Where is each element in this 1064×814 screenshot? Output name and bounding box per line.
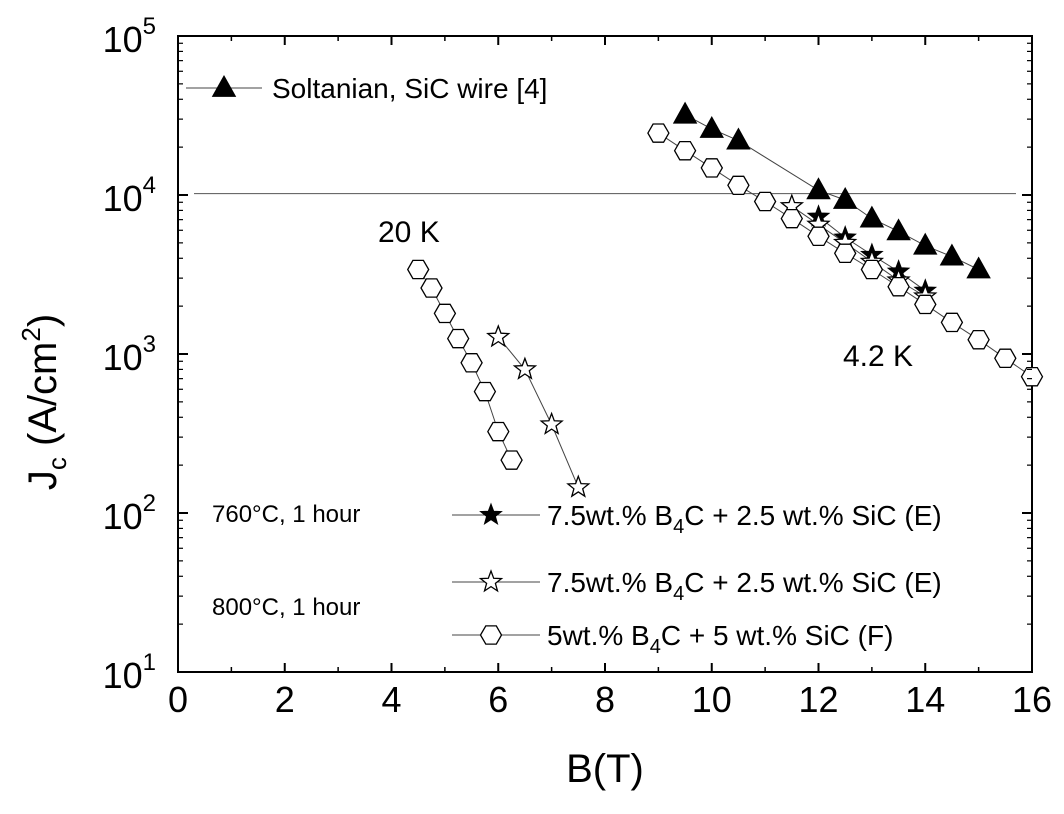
data-point-f800_42K — [673, 140, 697, 161]
series-line-e800_20K — [497, 336, 579, 488]
legend-label: 5wt.% B4C + 5 wt.% SiC (F) — [547, 620, 893, 658]
data-point-f800_20K — [487, 421, 510, 442]
data-point-e800_20K — [539, 411, 564, 435]
series-markers — [406, 101, 1044, 498]
x-tick-label: 4 — [381, 679, 401, 720]
x-tick-label: 8 — [595, 679, 615, 720]
y-tick-label: 101 — [103, 649, 156, 696]
data-point-soltanian — [859, 205, 885, 228]
y-axis-ticks: 101 102 103 104 105 — [103, 13, 1032, 696]
data-point-f800_20K — [460, 353, 483, 373]
annotation-4-2k: 4.2 K — [843, 340, 913, 373]
data-point-f800_20K — [433, 303, 457, 324]
x-tick-label: 10 — [692, 679, 732, 720]
legend-item-e-760c: 7.5wt.% B4C + 2.5 wt.% SiC (E) — [452, 500, 942, 538]
data-point-soltanian — [939, 243, 965, 266]
data-point-soltanian — [806, 177, 831, 200]
x-tick-label: 14 — [905, 679, 945, 720]
x-tick-label: 12 — [798, 679, 838, 720]
data-point-soltanian — [913, 232, 938, 255]
series-f800_42K — [647, 123, 1044, 387]
x-tick-label: 0 — [168, 679, 188, 720]
data-point-f800_42K — [780, 208, 804, 229]
svg-text:Jc (A/cm2): Jc (A/cm2) — [16, 314, 72, 490]
data-point-soltanian — [726, 127, 751, 150]
legend: Soltanian, SiC wire [4] 7.5wt.% B4C + 2.5… — [186, 73, 942, 658]
legend-label: Soltanian, SiC wire [4] — [272, 73, 547, 104]
series-line-soltanian — [684, 114, 979, 270]
data-point-soltanian — [672, 101, 698, 124]
data-point-e800_20K — [512, 356, 538, 380]
data-point-f800_20K — [473, 381, 497, 402]
x-axis-ticks: 0 2 4 6 8 10 12 14 16 — [168, 36, 1052, 720]
data-point-f800_42K — [967, 329, 990, 350]
data-point-f800_42K — [940, 312, 964, 333]
y-tick-label: 103 — [103, 331, 156, 378]
y-axis-title-main: J — [21, 470, 65, 490]
data-point-f800_42K — [914, 294, 937, 315]
data-point-f800_42K — [753, 191, 777, 212]
x-tick-label: 2 — [275, 679, 295, 720]
x-axis-title: B(T) — [566, 747, 644, 791]
annotation-20k: 20 K — [378, 216, 440, 249]
data-point-e800_20K — [486, 324, 511, 348]
data-point-f800_42K — [647, 123, 670, 143]
series-lines — [417, 114, 1033, 488]
data-point-soltanian — [886, 218, 911, 241]
legend-label: 7.5wt.% B4C + 2.5 wt.% SiC (E) — [547, 567, 942, 605]
data-point-f800_42K — [727, 175, 750, 196]
y-tick-label: 102 — [103, 490, 156, 537]
data-point-e800_20K — [566, 474, 591, 498]
y-tick-label: 104 — [103, 172, 156, 219]
legend-item-soltanian: Soltanian, SiC wire [4] — [186, 73, 547, 104]
legend-marker — [479, 625, 503, 645]
y-axis-title-sup: 2 — [16, 327, 46, 341]
data-point-f800_42K — [833, 243, 857, 264]
data-point-f800_42K — [700, 158, 724, 178]
data-point-soltanian — [832, 186, 858, 209]
condition-800c: 800°C, 1 hour — [212, 594, 360, 621]
series-f800_20K — [406, 259, 523, 470]
x-tick-label: 6 — [488, 679, 508, 720]
data-point-f800_42K — [1020, 366, 1044, 387]
data-point-f800_20K — [406, 259, 430, 280]
legend-label: 7.5wt.% B4C + 2.5 wt.% SiC (E) — [547, 500, 942, 538]
data-point-f800_20K — [500, 450, 523, 470]
series-e800_20K — [486, 324, 591, 498]
legend-marker — [478, 569, 504, 593]
y-axis-title-sub: c — [42, 457, 72, 470]
condition-760c: 760°C, 1 hour — [212, 501, 360, 528]
data-point-f800_42K — [887, 276, 910, 297]
y-axis-title-rest: (A/cm — [21, 342, 65, 458]
data-point-f800_42K — [994, 348, 1017, 369]
data-point-f800_20K — [420, 278, 443, 298]
data-point-soltanian — [699, 115, 724, 138]
data-point-f800_42K — [860, 259, 884, 280]
y-axis-title: Jc (A/cm2) — [16, 314, 72, 490]
legend-marker — [479, 502, 503, 526]
data-point-f800_42K — [807, 226, 830, 247]
data-point-f800_20K — [446, 328, 470, 349]
legend-marker — [211, 74, 237, 97]
legend-item-e-800c: 7.5wt.% B4C + 2.5 wt.% SiC (E) — [452, 567, 942, 605]
y-tick-label: 105 — [103, 13, 156, 60]
x-tick-label: 16 — [1012, 679, 1052, 720]
series-soltanian — [672, 101, 991, 279]
legend-item-f-800c: 5wt.% B4C + 5 wt.% SiC (F) — [452, 620, 893, 658]
y-axis-title-close: ) — [21, 314, 65, 327]
data-point-soltanian — [966, 256, 991, 279]
